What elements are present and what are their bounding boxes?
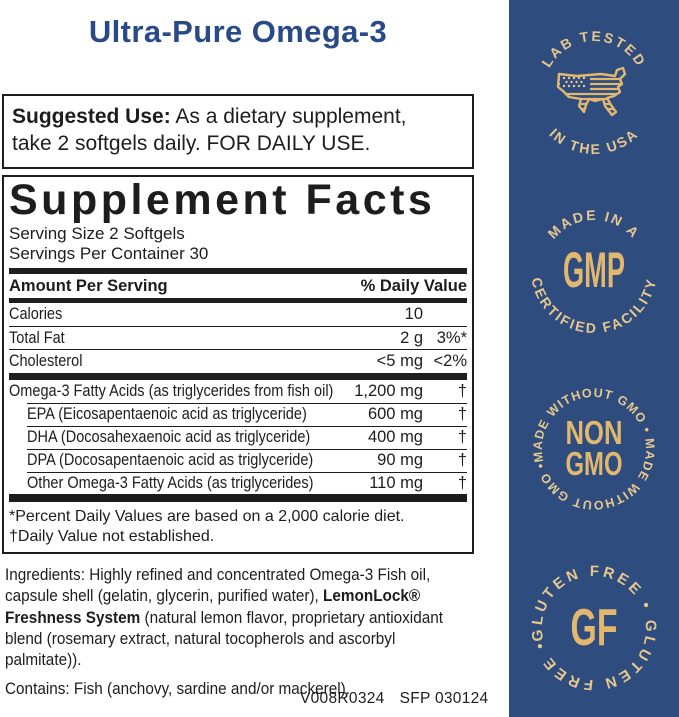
servings-per-container: Servings Per Container 30 [9,243,209,263]
facts-header-row: Amount Per Serving % Daily Value [9,274,467,298]
lab-tested-badge-svg: LAB TESTED IN THE USA [538,28,649,157]
suggested-use-text: As a dietary supplement, [170,105,407,128]
usa-map-icon [556,66,627,117]
badge-lab-tested: LAB TESTED IN THE USA [509,0,679,179]
table-row: DPA (Docosapentaenoic acid as triglyceri… [9,448,467,472]
label-content: Ultra-Pure Omega-3 Suggested Use: As a d… [2,0,474,699]
badge-sidebar: LAB TESTED IN THE USA MA [509,0,679,717]
table-row: Omega-3 Fatty Acids (as triglycerides fr… [9,382,467,401]
date-code: SFP 030124 [399,690,489,707]
product-title: Ultra-Pure Omega-3 [88,14,388,49]
non-gmo-badge-svg: MADE WITHOUT GMO • MADE WITHOUT GMO • NO… [517,372,670,525]
divider-thick [9,373,467,381]
supplement-facts-panel: Supplement Facts Serving Size 2 Softgels… [2,174,474,555]
gf-center-text: GF [571,599,618,657]
gmo-center-text: GMO [566,445,623,482]
facts-footnotes: *Percent Daily Values are based on a 2,0… [9,502,467,546]
ingredients-text: Ingredients: Highly refined and concentr… [5,565,443,669]
svg-text:MADE IN A: MADE IN A [544,207,643,242]
divider-thick [9,494,467,503]
non-center-text: NON [566,414,623,451]
daily-value-header: % Daily Value [360,276,467,295]
lab-tested-arc-text: LAB TESTED [538,28,647,70]
gluten-free-badge-svg: GLUTEN FREE • GLUTEN FREE • GF [515,549,673,707]
table-row: Calories 10 [9,304,423,323]
suggested-use-line2: take 2 softgels daily. FOR DAILY USE. [12,132,371,156]
made-in-a-arc-text: MADE IN A [544,207,641,242]
badge-gmp: MADE IN A CERTIFIED FACILITY GMP [509,179,679,358]
lemonlock-bold: LemonLock® Freshness System [5,586,421,627]
badge-non-gmo: MADE WITHOUT GMO • MADE WITHOUT GMO • NO… [509,358,679,537]
footnote-percent: *Percent Daily Values are based on a 2,0… [9,508,405,526]
badge-gluten-free: GLUTEN FREE • GLUTEN FREE • GF [509,537,679,716]
divider-thick [9,267,467,274]
supplement-facts-title: Supplement Facts [9,175,436,224]
lot-codes: V008R0324 SFP 030124 [300,690,488,708]
table-row: DHA (Docosahexaenoic acid as triglycerid… [9,425,467,449]
lot-code: V008R0324 [300,690,385,707]
gmp-badge-svg: MADE IN A CERTIFIED FACILITY GMP [528,207,657,336]
table-row: Total Fat 2 g 3%* [9,325,467,350]
table-row: Cholesterol <5 mg <2% [9,349,467,373]
table-row: Other Omega-3 Fatty Acids (as triglyceri… [9,471,467,495]
contains-text: Contains: Fish (anchovy, sardine and/or … [5,678,350,698]
amount-per-serving-header: Amount Per Serving [9,276,168,295]
serving-size: Serving Size 2 Softgels [9,224,185,244]
table-row: EPA (Eicosapentaenoic acid as triglyceri… [9,403,467,426]
svg-text:LAB TESTED: LAB TESTED [538,28,649,70]
divider-medium [9,297,467,303]
suggested-use-box: Suggested Use: As a dietary supplement, … [2,94,474,169]
gmp-center-text: GMP [563,242,625,298]
suggested-use-label: Suggested Use: [12,105,171,128]
svg-text:IN THE USA: IN THE USA [546,125,641,157]
footnote-dagger: †Daily Value not established. [9,527,215,545]
in-the-usa-arc-text: IN THE USA [546,125,639,157]
